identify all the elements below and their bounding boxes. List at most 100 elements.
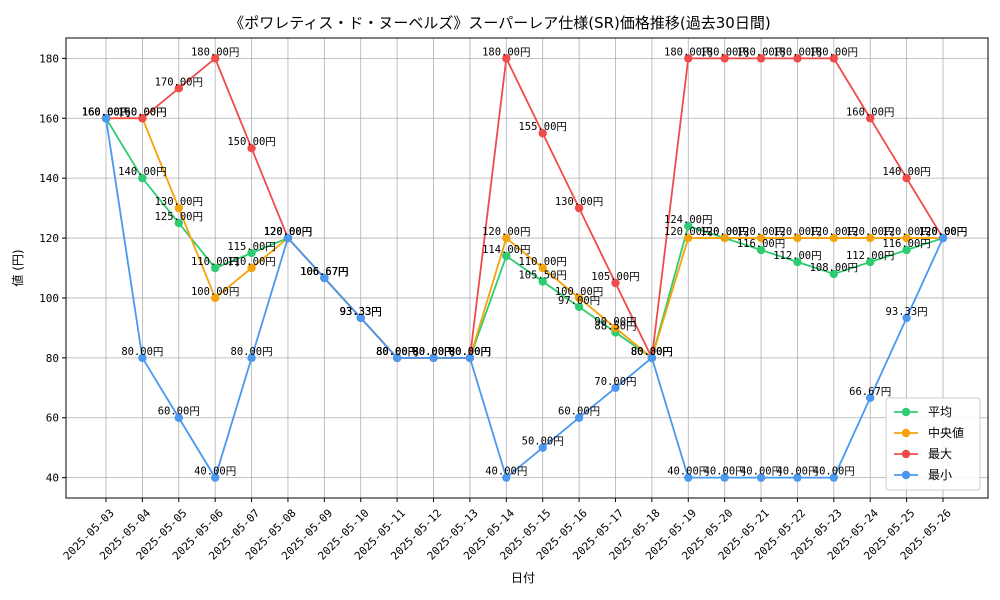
data-label: 80.00円 — [631, 346, 673, 358]
data-label: 120.00円 — [264, 226, 312, 238]
data-point — [793, 54, 802, 63]
data-point — [902, 233, 911, 243]
data-point — [502, 233, 511, 243]
series-最小 — [101, 114, 948, 482]
data-point — [502, 251, 511, 261]
data-label: 60.00円 — [158, 406, 200, 418]
data-label: 110.00円 — [227, 256, 275, 268]
data-label: 170.00円 — [155, 76, 203, 88]
legend-label: 最小 — [928, 468, 952, 482]
data-label: 80.00円 — [449, 346, 491, 358]
data-label: 93.33円 — [886, 306, 928, 318]
data-point — [829, 233, 839, 243]
data-label: 106.67円 — [300, 266, 348, 278]
data-label: 130.00円 — [555, 196, 603, 208]
data-point — [684, 473, 693, 482]
data-label: 180.00円 — [737, 46, 785, 58]
data-label: 120.00円 — [264, 226, 312, 238]
legend-swatch-marker — [901, 470, 911, 480]
data-point — [174, 218, 183, 228]
data-point — [392, 353, 402, 363]
data-point — [247, 263, 256, 273]
data-label: 88.50円 — [594, 320, 636, 332]
data-label: 120.00円 — [737, 226, 785, 238]
data-label: 90.00円 — [594, 316, 636, 328]
data-label: 120.00円 — [264, 226, 312, 238]
data-point — [866, 393, 875, 402]
data-label: 120.00円 — [919, 226, 967, 238]
y-tick-label: 180 — [39, 52, 59, 65]
data-label: 120.00円 — [810, 226, 858, 238]
data-label: 100.00円 — [191, 286, 239, 298]
data-label: 180.00円 — [482, 46, 530, 58]
data-point — [829, 54, 839, 63]
data-label: 180.00円 — [773, 46, 821, 58]
data-label: 155.00円 — [518, 121, 566, 133]
data-label: 80.00円 — [631, 346, 673, 358]
data-label: 160.00円 — [118, 106, 166, 118]
chart-title: 《ポワレティス・ド・ヌーベルズ》スーパーレア仕様(SR)価格推移(過去30日間) — [229, 14, 770, 32]
data-point — [465, 353, 475, 363]
data-label: 106.67円 — [300, 266, 348, 278]
data-label: 40.00円 — [813, 466, 855, 478]
data-label: 180.00円 — [664, 46, 712, 58]
data-label: 110.00円 — [191, 256, 239, 268]
y-tick-label: 80 — [46, 352, 59, 365]
data-label: 120.00円 — [846, 226, 894, 238]
data-label: 80.00円 — [376, 346, 418, 358]
data-label: 80.00円 — [631, 346, 673, 358]
data-point — [210, 473, 220, 482]
data-point — [793, 473, 802, 482]
data-point — [756, 233, 766, 243]
data-label: 93.33円 — [340, 306, 382, 318]
data-label: 120.00円 — [919, 226, 967, 238]
data-label: 120.00円 — [664, 226, 712, 238]
y-tick-label: 160 — [39, 112, 59, 125]
data-label: 40.00円 — [704, 466, 746, 478]
data-label: 180.00円 — [700, 46, 748, 58]
y-tick-label: 100 — [39, 292, 59, 305]
data-label: 120.00円 — [919, 226, 967, 238]
data-point — [611, 278, 620, 288]
series-line — [105, 117, 944, 360]
data-point — [720, 473, 729, 482]
data-label: 80.00円 — [376, 346, 418, 358]
data-label: 66.67円 — [849, 386, 891, 398]
data-label: 120.00円 — [919, 226, 967, 238]
data-point — [138, 114, 147, 123]
data-label: 160.00円 — [82, 106, 130, 118]
data-point — [756, 245, 766, 255]
data-label: 40.00円 — [776, 466, 818, 478]
data-label: 80.00円 — [449, 346, 491, 358]
data-point — [756, 54, 766, 63]
data-point — [611, 323, 620, 333]
series-line — [106, 55, 944, 361]
legend-label: 最大 — [928, 447, 952, 461]
data-label: 106.67円 — [300, 266, 348, 278]
legend-label: 中央値 — [928, 425, 964, 440]
data-point — [138, 173, 147, 183]
data-label: 108.00円 — [810, 262, 858, 274]
data-label: 160.00円 — [846, 106, 894, 118]
legend-swatch-marker — [901, 428, 911, 438]
data-label: 70.00円 — [594, 376, 636, 388]
data-label: 150.00円 — [227, 136, 275, 148]
plot-frame — [65, 37, 989, 499]
data-point — [356, 313, 365, 323]
data-point — [210, 263, 220, 273]
data-label: 120.00円 — [482, 226, 530, 238]
data-label: 100.00円 — [555, 286, 603, 298]
data-point — [538, 263, 547, 273]
data-label: 130.00円 — [155, 196, 203, 208]
data-point — [101, 114, 111, 123]
data-point — [502, 473, 511, 482]
data-point — [538, 443, 547, 452]
data-point — [247, 353, 256, 363]
data-label: 80.00円 — [376, 346, 418, 358]
legend-swatch-marker — [901, 407, 911, 417]
data-label: 80.00円 — [412, 346, 454, 358]
data-label: 120.00円 — [882, 226, 930, 238]
data-point — [611, 383, 620, 392]
data-label: 120.00円 — [700, 226, 748, 238]
